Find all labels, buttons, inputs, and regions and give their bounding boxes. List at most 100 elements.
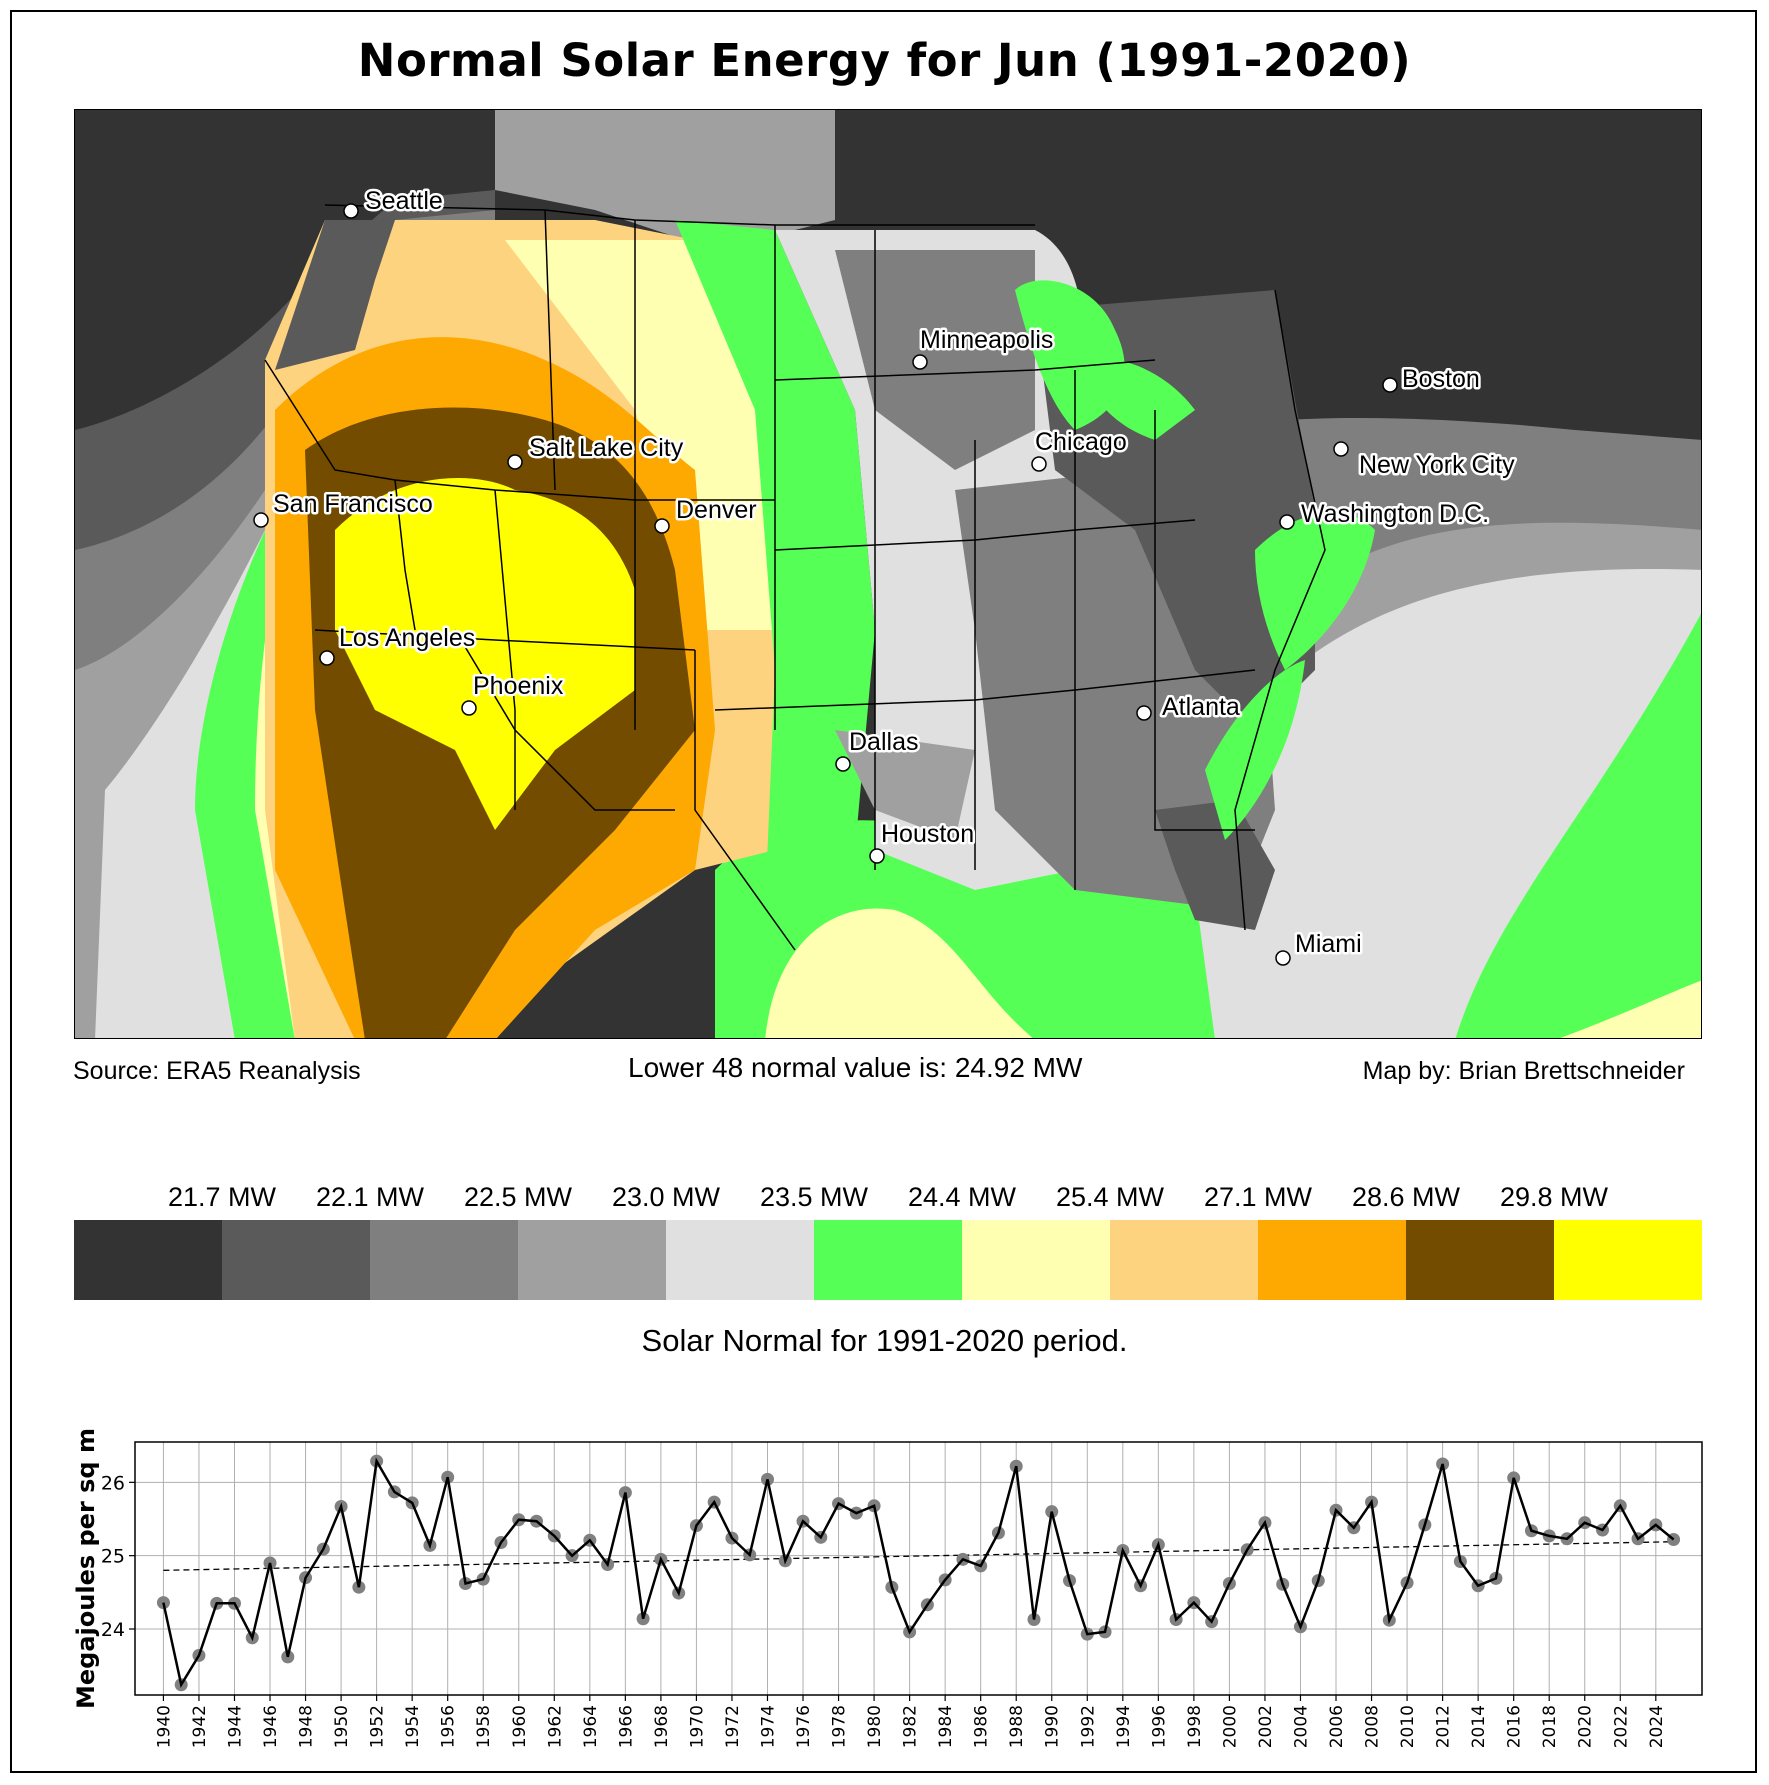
page-title: Normal Solar Energy for Jun (1991-2020) [357, 34, 1412, 87]
city-label: Seattle [365, 187, 443, 215]
city-marker: Seattle [343, 185, 445, 219]
colorbar [74, 1220, 1702, 1300]
x-tick-label: 1990 [1043, 1705, 1063, 1748]
x-tick-label: 2006 [1327, 1705, 1347, 1748]
city-dot [1031, 456, 1047, 472]
city-dot [1275, 950, 1291, 966]
colorbar-caption: Solar Normal for 1991-2020 period. [641, 1323, 1128, 1358]
city-label: Boston [1402, 365, 1480, 393]
city-dot [654, 518, 670, 534]
map-band [1075, 357, 1195, 440]
colorbar-labels: 21.7 MW 22.1 MW 22.5 MW 23.0 MW 23.5 MW 24.4 … [74, 1182, 1702, 1218]
city-label: Minneapolis [920, 326, 1053, 354]
city-label: Miami [1295, 930, 1362, 958]
x-tick-label: 2014 [1469, 1705, 1489, 1748]
x-tick-label: 2004 [1291, 1705, 1311, 1748]
x-tick-label: 1978 [830, 1705, 850, 1748]
city-marker: Phoenix [461, 670, 566, 716]
city-dot [869, 848, 885, 864]
x-tick-label: 1982 [901, 1705, 921, 1748]
city-marker: Minneapolis [912, 324, 1056, 370]
x-tick-label: 2020 [1576, 1705, 1596, 1748]
map-band [835, 250, 1035, 470]
map-band [1455, 613, 1701, 1038]
city-marker: Chicago [1031, 426, 1129, 472]
x-tick-label: 2010 [1398, 1705, 1418, 1748]
city-dot [1382, 377, 1398, 393]
x-tick-label: 1970 [687, 1705, 707, 1748]
colorbar-label: 22.1 MW [315, 1182, 425, 1212]
timeseries-chart: 24 25 26 1940 1942 1944 1946 1948 1950 1952 1954 19… [0, 1400, 1769, 1780]
map-band [495, 110, 835, 250]
city-label: Houston [881, 820, 974, 848]
x-tick-label: 1948 [297, 1705, 317, 1748]
y-tick-label: 26 [101, 1472, 125, 1494]
city-dot [1333, 441, 1349, 457]
timeseries-svg: 24 25 26 1940 1942 1944 1946 1948 1950 1952 1954 19… [72, 1428, 1703, 1748]
city-marker: San Francisco [253, 488, 435, 528]
colorbar-swatch [814, 1220, 962, 1300]
x-tick-label: 1942 [190, 1705, 210, 1748]
series-line [162, 1457, 1675, 1689]
x-tick-label: 2012 [1434, 1705, 1454, 1748]
x-tick-label: 1956 [439, 1705, 459, 1748]
source-text: Source: ERA5 Reanalysis [73, 1057, 361, 1085]
city-label: Phoenix [473, 672, 564, 700]
city-label: Salt Lake City [529, 434, 684, 462]
colorbar-label: 29.8 MW [1499, 1182, 1609, 1212]
figure-frame [10, 10, 1757, 1773]
x-tick-label: 1960 [510, 1705, 530, 1748]
colorbar-swatch [1554, 1220, 1702, 1300]
colorbar-swatch [370, 1220, 518, 1300]
x-tick-label: 1992 [1078, 1705, 1098, 1748]
city-dot [507, 454, 523, 470]
trend-line [163, 1541, 1674, 1571]
colorbar-label: 24.4 MW [907, 1182, 1017, 1212]
map-band [1560, 980, 1701, 1038]
x-tick-label: 1994 [1114, 1705, 1134, 1748]
colorbar-swatch [74, 1220, 222, 1300]
x-tick-label: 1952 [368, 1705, 388, 1748]
x-tick-label: 1966 [616, 1705, 636, 1748]
x-tick-label: 1958 [474, 1705, 494, 1748]
city-marker: Miami [1275, 928, 1364, 966]
solar-map-canvas: Seattle Minneapolis Boston Salt Lake City Ch… [75, 110, 1701, 1038]
x-tick-label: 2002 [1256, 1705, 1276, 1748]
y-axis-label: Megajoules per sq m [72, 1428, 100, 1709]
city-label: Los Angeles [339, 624, 475, 652]
map-band [335, 478, 635, 830]
city-dot [343, 203, 359, 219]
x-tick-label: 2008 [1363, 1705, 1383, 1748]
x-tick-label: 1986 [972, 1705, 992, 1748]
city-marker: Denver [654, 494, 759, 534]
colorbar-label: 21.7 MW [167, 1182, 277, 1212]
city-marker: Boston [1382, 363, 1482, 396]
map-band [835, 730, 975, 840]
plot-frame [134, 1441, 1703, 1696]
solar-map: Seattle Minneapolis Boston Salt Lake City Ch… [74, 109, 1702, 1039]
x-tick-label: 2016 [1505, 1705, 1525, 1748]
y-tick-label: 25 [101, 1546, 125, 1568]
x-tick-label: 2018 [1540, 1705, 1560, 1748]
colorbar-swatch [962, 1220, 1110, 1300]
x-tick-label: 1974 [758, 1705, 778, 1748]
colorbar-swatch [666, 1220, 814, 1300]
state-borders [264, 204, 1326, 951]
x-tick-label: 2022 [1611, 1705, 1631, 1748]
colorbar-label: 27.1 MW [1203, 1182, 1313, 1212]
colorbar-swatch [1110, 1220, 1258, 1300]
x-tick-label: 1988 [1007, 1705, 1027, 1748]
city-dot [319, 650, 335, 666]
map-band [765, 908, 1033, 1038]
colorbar-swatch [518, 1220, 666, 1300]
city-marker: Salt Lake City [507, 432, 686, 470]
x-tick-label: 1976 [794, 1705, 814, 1748]
city-label: New York City [1359, 451, 1515, 479]
city-marker: Los Angeles [319, 622, 478, 666]
map-band [505, 240, 775, 630]
x-tick-label: 1984 [936, 1705, 956, 1748]
city-label: Washington D.C. [1301, 500, 1489, 528]
map-band [275, 220, 395, 370]
city-label: San Francisco [273, 490, 433, 518]
colorbar-label: 23.0 MW [611, 1182, 721, 1212]
